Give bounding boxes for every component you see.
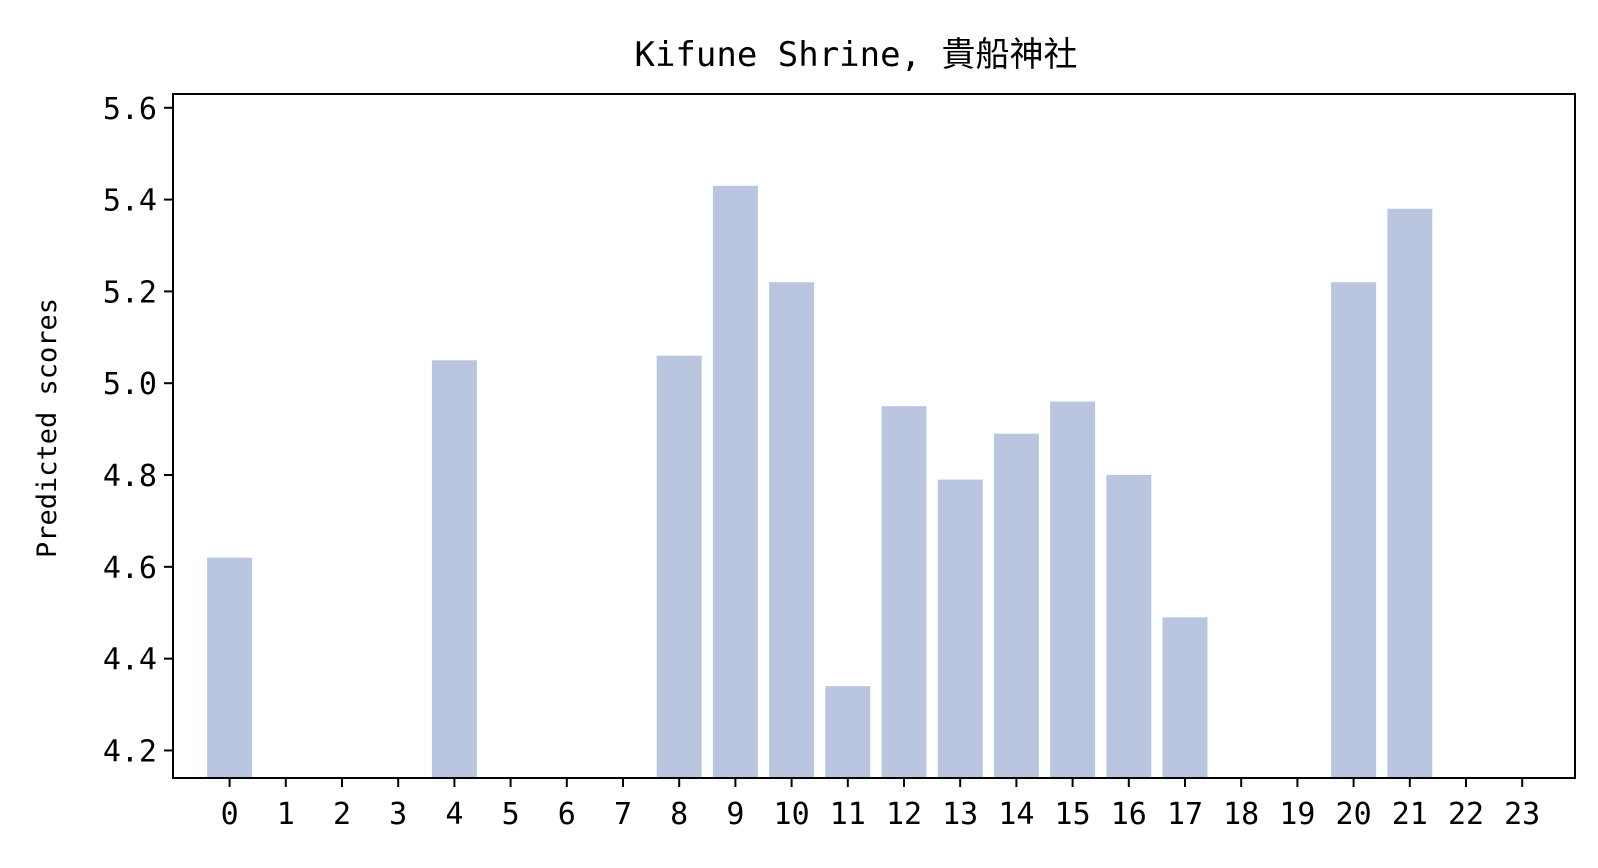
x-tick-label-13: 13 [942, 797, 978, 832]
bar-20 [1331, 282, 1376, 778]
x-tick-label-11: 11 [830, 797, 866, 832]
x-tick-label-18: 18 [1223, 797, 1259, 832]
bar-0 [207, 558, 252, 778]
y-tick-label-5.0: 5.0 [103, 367, 157, 402]
bar-16 [1106, 475, 1151, 778]
bar-21 [1387, 209, 1432, 778]
x-tick-label-23: 23 [1504, 797, 1540, 832]
x-axis: 0 1 2 3 4 5 6 7 8 9 10 11 12 13 14 15 16 17 18 19 20 21 22 23 [221, 778, 1541, 832]
y-tick-label-5.4: 5.4 [103, 184, 157, 219]
y-tick-label-4.4: 4.4 [103, 643, 157, 678]
bar-4 [432, 360, 477, 778]
bar-10 [769, 282, 814, 778]
x-tick-label-7: 7 [614, 797, 632, 832]
x-tick-label-5: 5 [502, 797, 520, 832]
x-tick-label-16: 16 [1111, 797, 1147, 832]
bar-12 [882, 406, 927, 778]
y-axis-label: Predicted scores [32, 298, 63, 558]
x-tick-label-0: 0 [221, 797, 239, 832]
x-tick-label-14: 14 [998, 797, 1034, 832]
x-tick-label-2: 2 [333, 797, 351, 832]
bars-layer [207, 186, 1432, 778]
y-tick-label-5.2: 5.2 [103, 275, 157, 310]
bar-8 [657, 356, 702, 778]
y-axis: 4.2 4.4 4.6 4.8 5.0 5.2 5.4 5.6 [103, 92, 173, 770]
y-tick-label-5.6: 5.6 [103, 92, 157, 127]
bar-17 [1163, 617, 1208, 778]
y-tick-label-4.6: 4.6 [103, 551, 157, 586]
bar-15 [1050, 402, 1095, 778]
x-tick-label-8: 8 [670, 797, 688, 832]
bar-11 [825, 686, 870, 778]
x-tick-label-17: 17 [1167, 797, 1203, 832]
x-tick-label-19: 19 [1279, 797, 1315, 832]
x-tick-label-12: 12 [886, 797, 922, 832]
x-tick-label-22: 22 [1448, 797, 1484, 832]
x-tick-label-4: 4 [445, 797, 463, 832]
bar-14 [994, 434, 1039, 778]
x-tick-label-9: 9 [726, 797, 744, 832]
chart-title: Kifune Shrine, 貴船神社 [634, 35, 1077, 75]
y-tick-label-4.2: 4.2 [103, 734, 157, 769]
x-tick-label-3: 3 [389, 797, 407, 832]
bar-13 [938, 480, 983, 778]
x-tick-label-6: 6 [558, 797, 576, 832]
bar-9 [713, 186, 758, 778]
y-tick-label-4.8: 4.8 [103, 459, 157, 494]
x-tick-label-1: 1 [277, 797, 295, 832]
x-tick-label-15: 15 [1055, 797, 1091, 832]
x-tick-label-21: 21 [1392, 797, 1428, 832]
x-tick-label-20: 20 [1336, 797, 1372, 832]
x-tick-label-10: 10 [774, 797, 810, 832]
